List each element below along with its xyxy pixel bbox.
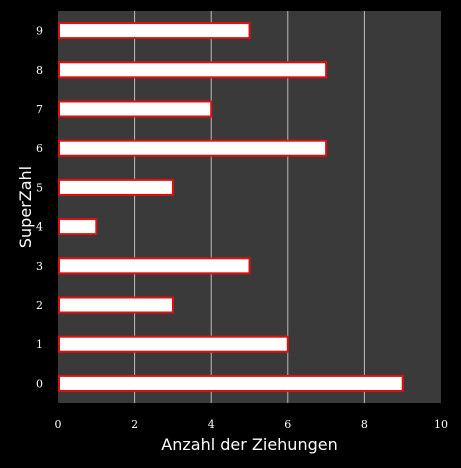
- x-tick-labels: 0 2 4 6 8 10: [55, 418, 449, 431]
- bar-superzahl-1: [58, 335, 289, 353]
- y-tick-label: 5: [36, 181, 43, 194]
- bars: [58, 22, 404, 392]
- y-tick-label: 2: [36, 299, 43, 312]
- bar-superzahl-3: [58, 257, 251, 275]
- x-tick-label: 6: [284, 418, 291, 431]
- bar-superzahl-6: [58, 139, 328, 157]
- y-tick-label: 9: [36, 25, 43, 38]
- y-tick-label: 8: [36, 64, 43, 77]
- bar-superzahl-5: [58, 178, 174, 196]
- y-tick-labels: 0 1 2 3 4 5 6 7 8 9: [36, 25, 43, 391]
- bar-superzahl-7: [58, 100, 213, 118]
- y-tick-label: 6: [36, 142, 43, 155]
- x-tick-label: 2: [131, 418, 138, 431]
- y-tick-label: 4: [36, 221, 43, 234]
- y-tick-label: 0: [36, 377, 43, 390]
- bar-superzahl-2: [58, 296, 174, 314]
- y-tick-label: 1: [36, 338, 43, 351]
- bar-superzahl-8: [58, 61, 328, 79]
- y-axis-title: SuperZahl: [16, 166, 35, 248]
- bar-superzahl-0: [58, 374, 404, 392]
- bar-superzahl-4: [58, 218, 98, 236]
- y-tick-label: 3: [36, 260, 43, 273]
- x-tick-label: 4: [208, 418, 215, 431]
- x-tick-label: 0: [55, 418, 62, 431]
- y-tick-label: 7: [36, 103, 43, 116]
- x-tick-label: 10: [434, 418, 448, 431]
- x-tick-label: 8: [361, 418, 368, 431]
- x-axis-title: Anzahl der Ziehungen: [161, 435, 337, 454]
- bar-superzahl-9: [58, 22, 251, 40]
